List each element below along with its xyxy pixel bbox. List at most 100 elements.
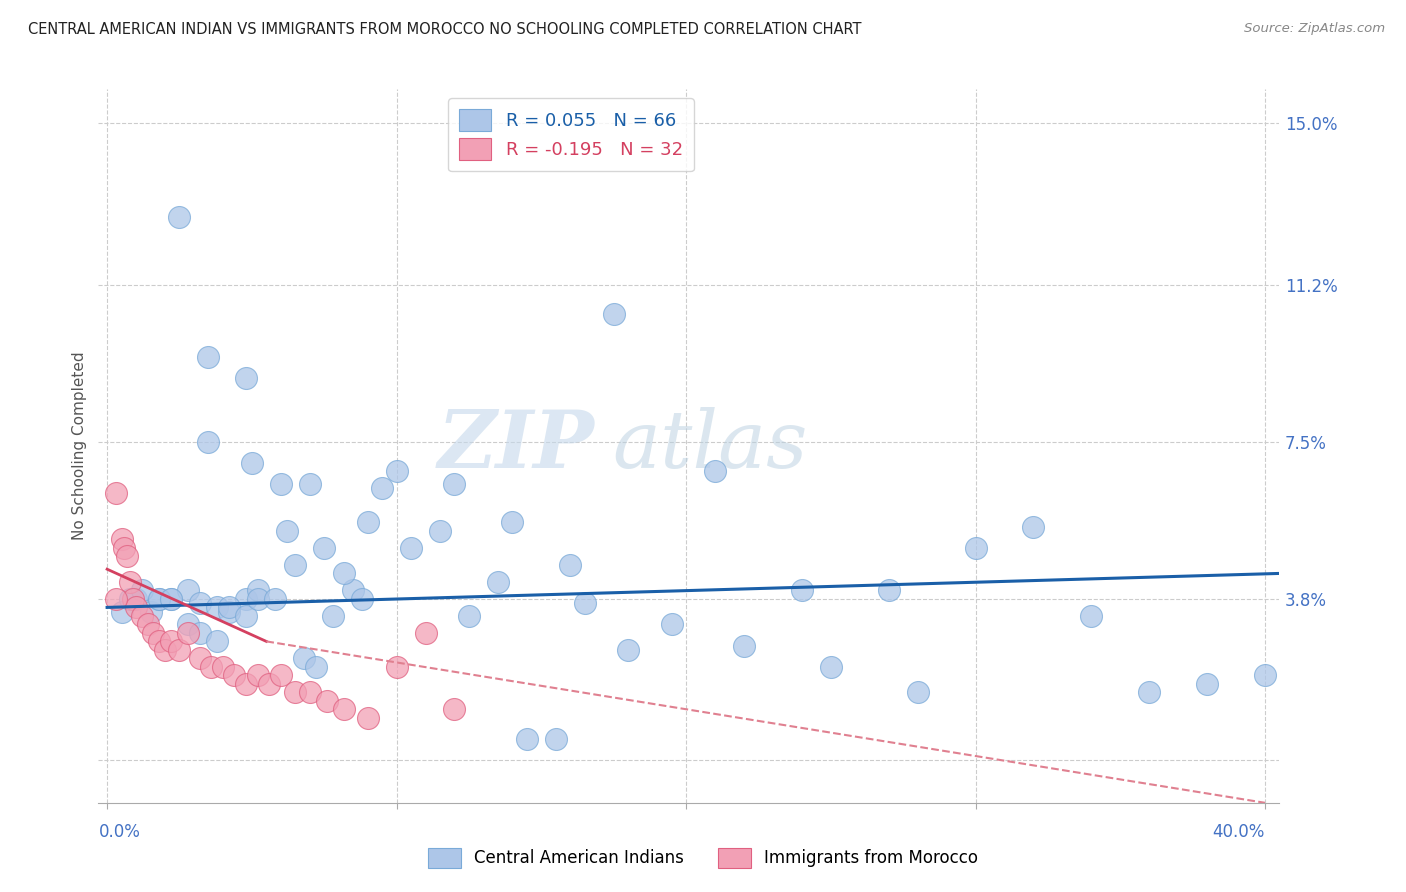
- Point: [415, 626, 437, 640]
- Point: [200, 660, 222, 674]
- Point: [356, 516, 378, 530]
- Point: [205, 634, 228, 648]
- Point: [197, 434, 219, 449]
- Point: [169, 643, 191, 657]
- Text: 40.0%: 40.0%: [1212, 822, 1265, 841]
- Point: [1254, 668, 1277, 682]
- Point: [117, 549, 139, 564]
- Point: [131, 583, 153, 598]
- Point: [574, 596, 596, 610]
- Point: [501, 516, 523, 530]
- Point: [235, 591, 257, 606]
- Point: [218, 600, 240, 615]
- Point: [907, 685, 929, 699]
- Point: [292, 651, 315, 665]
- Point: [371, 482, 394, 496]
- Point: [188, 626, 211, 640]
- Y-axis label: No Schooling Completed: No Schooling Completed: [72, 351, 87, 541]
- Point: [486, 574, 509, 589]
- Point: [965, 541, 987, 555]
- Point: [264, 591, 287, 606]
- Point: [136, 617, 159, 632]
- Point: [246, 591, 269, 606]
- Point: [205, 600, 228, 615]
- Text: ZIP: ZIP: [437, 408, 595, 484]
- Point: [661, 617, 683, 632]
- Point: [350, 591, 373, 606]
- Point: [516, 732, 538, 747]
- Point: [104, 485, 127, 500]
- Point: [322, 608, 344, 623]
- Text: atlas: atlas: [612, 408, 807, 484]
- Text: Source: ZipAtlas.com: Source: ZipAtlas.com: [1244, 22, 1385, 36]
- Point: [617, 643, 640, 657]
- Point: [443, 702, 465, 716]
- Point: [122, 591, 145, 606]
- Point: [399, 541, 422, 555]
- Point: [560, 558, 582, 572]
- Point: [188, 651, 211, 665]
- Point: [298, 685, 321, 699]
- Point: [304, 660, 326, 674]
- Point: [104, 591, 127, 606]
- Text: CENTRAL AMERICAN INDIAN VS IMMIGRANTS FROM MOROCCO NO SCHOOLING COMPLETED CORREL: CENTRAL AMERICAN INDIAN VS IMMIGRANTS FR…: [28, 22, 862, 37]
- Point: [169, 210, 191, 224]
- Point: [270, 477, 292, 491]
- Point: [110, 605, 132, 619]
- Point: [235, 677, 257, 691]
- Point: [125, 600, 148, 615]
- Point: [218, 605, 240, 619]
- Point: [704, 465, 727, 479]
- Point: [235, 608, 257, 623]
- Point: [125, 591, 148, 606]
- Point: [246, 583, 269, 598]
- Point: [284, 685, 307, 699]
- Point: [110, 533, 132, 547]
- Point: [212, 660, 235, 674]
- Point: [284, 558, 307, 572]
- Point: [159, 591, 181, 606]
- Text: 0.0%: 0.0%: [98, 822, 141, 841]
- Point: [153, 643, 176, 657]
- Point: [114, 541, 136, 555]
- Point: [314, 541, 336, 555]
- Point: [148, 634, 170, 648]
- Point: [159, 634, 181, 648]
- Point: [1137, 685, 1160, 699]
- Point: [1022, 519, 1045, 533]
- Point: [429, 524, 451, 538]
- Point: [544, 732, 567, 747]
- Point: [246, 668, 269, 682]
- Point: [316, 694, 339, 708]
- Legend: R = 0.055   N = 66, R = -0.195   N = 32: R = 0.055 N = 66, R = -0.195 N = 32: [449, 98, 693, 171]
- Point: [385, 465, 408, 479]
- Point: [1080, 608, 1102, 623]
- Point: [120, 591, 142, 606]
- Point: [148, 591, 170, 606]
- Legend: Central American Indians, Immigrants from Morocco: Central American Indians, Immigrants fro…: [420, 841, 986, 875]
- Point: [159, 591, 181, 606]
- Point: [240, 456, 263, 470]
- Point: [177, 617, 200, 632]
- Point: [602, 307, 624, 321]
- Point: [342, 583, 364, 598]
- Point: [276, 524, 298, 538]
- Point: [820, 660, 842, 674]
- Point: [385, 660, 408, 674]
- Point: [224, 668, 246, 682]
- Point: [443, 477, 465, 491]
- Point: [877, 583, 900, 598]
- Point: [148, 591, 170, 606]
- Point: [733, 639, 755, 653]
- Point: [356, 711, 378, 725]
- Point: [177, 626, 200, 640]
- Point: [257, 677, 280, 691]
- Point: [188, 596, 211, 610]
- Point: [142, 626, 165, 640]
- Point: [139, 605, 162, 619]
- Point: [197, 350, 219, 364]
- Point: [177, 583, 200, 598]
- Point: [333, 702, 356, 716]
- Point: [235, 371, 257, 385]
- Point: [458, 608, 481, 623]
